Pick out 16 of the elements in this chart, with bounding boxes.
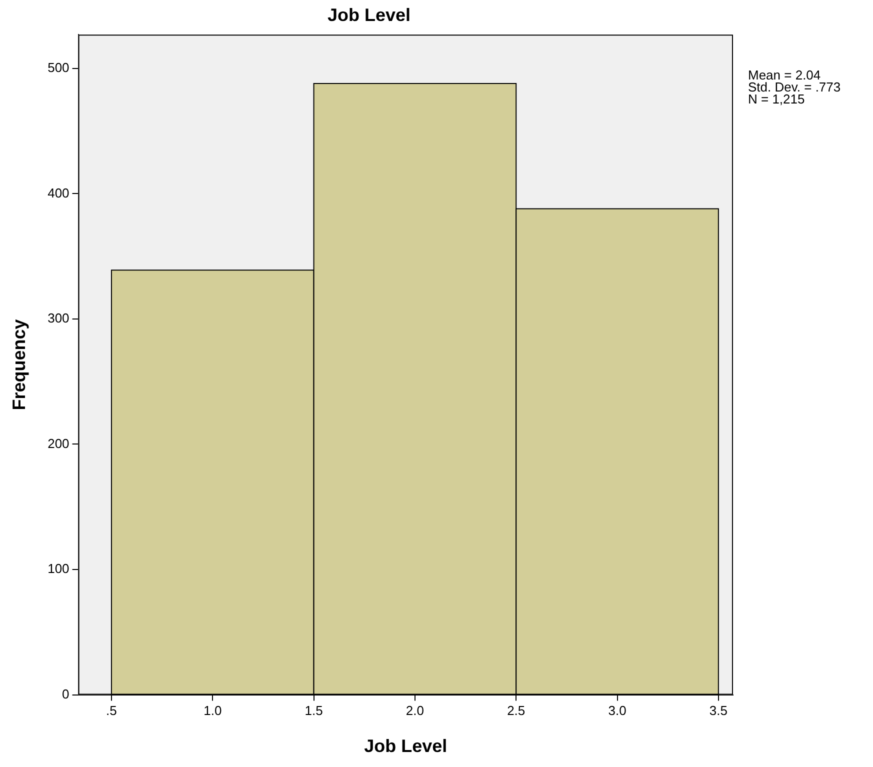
x-tick-label: 2.5	[507, 703, 526, 718]
x-tick-label: 1.0	[204, 703, 222, 718]
y-tick-label: 300	[48, 310, 70, 326]
x-tick-label: 2.0	[406, 703, 424, 718]
chart-title: Job Level	[327, 4, 411, 25]
y-tick-label: 400	[48, 185, 70, 200]
y-tick-label: 0	[62, 686, 70, 702]
y-tick-label: 200	[48, 436, 70, 451]
x-tick-label: 1.5	[304, 703, 323, 718]
x-tick-label: 3.0	[608, 703, 626, 718]
y-tick-label: 100	[48, 561, 70, 576]
x-tick-label: 3.5	[709, 703, 728, 718]
x-tick-label: .5	[106, 703, 117, 718]
y-axis-title: Frequency	[8, 319, 29, 410]
y-tick-label: 500	[48, 60, 70, 75]
x-axis-title: Job Level	[364, 736, 448, 756]
